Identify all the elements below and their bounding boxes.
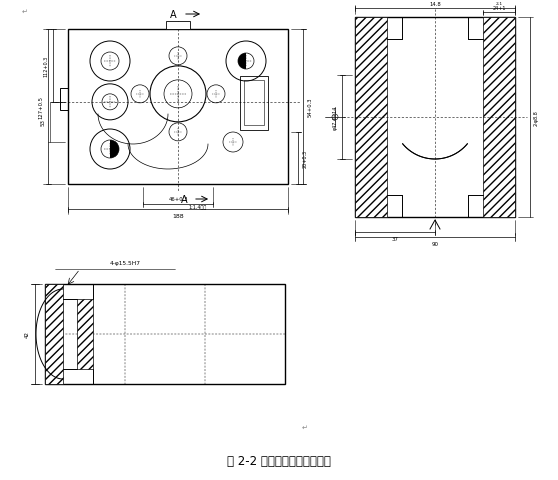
Text: 42: 42	[25, 331, 30, 338]
Bar	[355, 18, 387, 217]
Text: A: A	[181, 194, 188, 204]
Text: 图 2-2 半精銃加工零件工序图: 图 2-2 半精銃加工零件工序图	[227, 455, 331, 468]
Wedge shape	[238, 54, 246, 70]
Text: 188: 188	[172, 214, 184, 219]
Bar	[244, 81, 264, 126]
Text: ↵: ↵	[22, 9, 28, 15]
Text: 20+0.3: 20+0.3	[302, 150, 307, 168]
Text: 4-φ15.5H7: 4-φ15.5H7	[109, 261, 141, 266]
Text: 112+0.3: 112+0.3	[44, 56, 49, 77]
Bar	[45, 285, 63, 384]
Bar	[45, 285, 285, 384]
Text: 90: 90	[431, 242, 439, 247]
Text: 24+1: 24+1	[492, 5, 506, 11]
Text: 53: 53	[41, 119, 46, 126]
Text: 46+0.3: 46+0.3	[169, 197, 187, 202]
Bar	[483, 18, 515, 217]
Text: 54+0.3: 54+0.3	[307, 97, 312, 117]
Text: ↵: ↵	[302, 424, 308, 430]
Text: 2-1: 2-1	[496, 2, 503, 6]
Bar	[166, 22, 190, 30]
Text: 1:1.4比例: 1:1.4比例	[189, 205, 207, 210]
Text: 14.8: 14.8	[429, 1, 441, 7]
Wedge shape	[110, 141, 119, 159]
Text: 37: 37	[392, 237, 398, 242]
Bar	[68, 30, 288, 185]
Text: φ47.4+14: φ47.4+14	[333, 106, 338, 130]
Bar	[240, 76, 268, 131]
Text: 127+0.5: 127+0.5	[39, 96, 44, 119]
Text: A: A	[170, 10, 177, 20]
Text: 2-φ8.8: 2-φ8.8	[533, 110, 538, 126]
Bar	[77, 300, 93, 369]
Bar	[355, 18, 515, 217]
